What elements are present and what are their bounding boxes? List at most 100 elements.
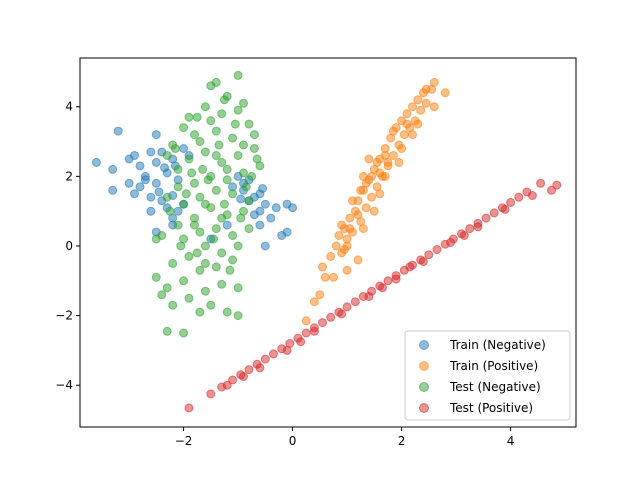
data-point	[364, 154, 374, 164]
data-point	[249, 210, 259, 220]
data-point	[184, 293, 194, 303]
data-point	[358, 224, 368, 234]
data-point	[244, 365, 254, 375]
data-point	[181, 189, 191, 199]
data-point	[179, 144, 189, 153]
legend-marker	[419, 340, 429, 350]
data-point	[233, 311, 243, 321]
data-point	[364, 292, 374, 301]
data-point	[151, 157, 161, 167]
data-point	[228, 255, 238, 265]
data-point	[162, 192, 172, 202]
data-point	[552, 180, 562, 190]
data-point	[206, 300, 216, 310]
data-point	[146, 206, 156, 216]
data-point	[255, 220, 265, 230]
y-tick-label: −4	[55, 378, 73, 392]
data-point	[200, 147, 210, 157]
data-point	[173, 206, 183, 216]
data-point	[399, 130, 409, 140]
data-point	[408, 130, 417, 140]
data-point	[108, 185, 118, 195]
data-point	[405, 262, 415, 272]
data-point	[195, 265, 205, 275]
data-point	[179, 328, 189, 338]
data-point	[348, 196, 357, 206]
legend-marker	[419, 361, 429, 371]
data-point	[168, 258, 178, 268]
y-tick-label: −2	[55, 309, 73, 323]
x-tick-label: −2	[175, 434, 193, 448]
legend-marker	[419, 382, 429, 392]
data-point	[255, 363, 265, 373]
data-point	[214, 140, 224, 150]
data-point	[350, 297, 360, 307]
data-point	[408, 102, 417, 112]
data-point	[339, 245, 349, 254]
x-tick-label: 2	[398, 434, 406, 448]
data-point	[233, 105, 243, 115]
y-tick-label: 4	[65, 100, 73, 114]
data-point	[413, 95, 423, 105]
data-point	[424, 250, 434, 260]
data-point	[187, 168, 197, 178]
data-point	[244, 196, 254, 206]
data-point	[309, 326, 319, 336]
data-point	[388, 151, 398, 160]
data-point	[157, 290, 167, 300]
y-tick-label: 2	[65, 169, 73, 183]
legend[interactable]: Train (Negative) Train (Positive) Test (Ne…	[404, 330, 571, 421]
data-point	[337, 220, 347, 230]
data-point	[345, 213, 355, 223]
data-point	[184, 154, 194, 164]
data-point	[367, 192, 377, 202]
data-point	[151, 130, 161, 140]
data-point	[233, 151, 243, 160]
data-point	[421, 98, 431, 108]
data-point	[146, 147, 156, 157]
data-point	[200, 199, 210, 209]
data-point	[200, 102, 210, 112]
data-point	[222, 175, 232, 185]
data-point	[361, 178, 371, 188]
data-point	[200, 241, 210, 251]
data-point	[282, 345, 292, 355]
data-point	[217, 157, 227, 167]
data-point	[318, 262, 327, 272]
data-point	[165, 206, 175, 216]
data-point	[176, 241, 186, 251]
data-point	[369, 206, 379, 216]
data-point	[244, 119, 254, 129]
data-point	[383, 157, 393, 167]
data-point	[219, 95, 229, 105]
data-point	[162, 283, 172, 293]
data-point	[318, 318, 327, 328]
data-point	[222, 307, 232, 317]
data-point	[288, 203, 298, 213]
data-point	[326, 251, 336, 261]
data-point	[353, 255, 363, 265]
data-point	[160, 163, 169, 173]
data-point	[154, 187, 164, 197]
data-point	[260, 199, 270, 209]
data-point	[151, 178, 161, 188]
data-point	[271, 203, 281, 213]
data-point	[315, 290, 325, 300]
data-point	[130, 189, 139, 199]
data-point	[162, 151, 172, 160]
data-point	[173, 164, 183, 174]
data-point	[429, 102, 439, 112]
data-point	[211, 77, 221, 87]
data-point	[337, 309, 347, 319]
data-point	[192, 112, 202, 122]
legend-label: Test (Negative)	[449, 380, 541, 394]
series-3	[184, 178, 562, 413]
data-point	[206, 116, 216, 126]
data-point	[418, 257, 428, 267]
x-tick-label: 0	[289, 434, 297, 448]
data-point	[334, 231, 344, 240]
data-point	[228, 231, 238, 240]
data-point	[233, 70, 243, 80]
data-point	[230, 119, 240, 129]
data-point	[367, 171, 377, 181]
